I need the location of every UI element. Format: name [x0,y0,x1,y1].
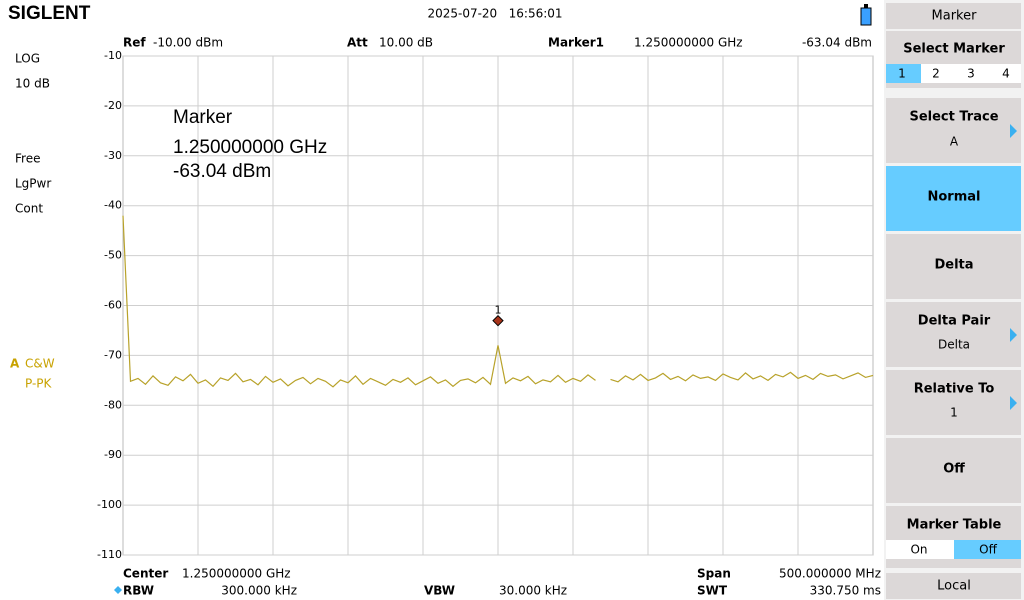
logo: SIGLENT [8,3,91,24]
marker-annotation: -63.04 dBm [173,161,271,182]
swt-value: 330.750 ms [810,584,881,598]
sweep-mode: Cont [15,202,43,216]
off-button[interactable] [886,438,1021,503]
submenu-arrow [1010,328,1017,342]
select-trace-button[interactable] [886,98,1021,163]
marker-annotation: Marker [173,107,233,128]
att-label: Att [347,36,368,50]
plot: -10 -20 -30 -40 -50 -60 -70 -80 -90 -100 -110 1 Mark… [97,49,874,561]
relative-to-button[interactable] [886,370,1021,435]
span-value: 500.000000 MHz [779,567,881,581]
center-label: Center [123,567,168,581]
y-tick-label: -80 [104,398,122,411]
select-trace-label: Select Trace [909,110,998,125]
vbw-value: 30.000 kHz [499,584,567,598]
rbw-value: 300.000 kHz [221,584,297,598]
swt-label: SWT [697,584,728,598]
rbw-indicator [114,586,122,594]
center-value: 1.250000000 GHz [182,567,291,581]
trigger: Free [15,152,40,166]
relative-to-label: Relative To [914,382,995,397]
local-button[interactable] [886,573,1021,599]
off-label: Off [943,462,965,477]
marker-option[interactable]: 2 [932,67,940,81]
vbw-label: VBW [424,584,455,598]
marker-diamond [492,314,504,327]
select-trace-value: A [950,135,959,149]
delta-pair-value: Delta [938,338,970,352]
marker-readout-level: -63.04 dBm [802,36,872,50]
marker-table-label: Marker Table [907,518,1002,533]
marker-label: 1 [495,304,502,317]
y-tick-label: -50 [104,249,122,262]
submenu-arrow [1010,396,1017,410]
scale-type: LOG [15,52,40,66]
battery-tip [864,4,868,8]
marker-table-off[interactable]: Off [979,543,997,557]
y-tick-label: -60 [104,299,122,312]
y-tick-label: -70 [104,348,122,361]
trace [122,215,874,388]
trace-name: A [10,357,20,371]
rbw-label: RBW [123,584,154,598]
scale-div: 10 dB [15,77,50,91]
y-tick-label: -20 [104,99,122,112]
marker-option[interactable]: 4 [1002,67,1010,81]
marker-readout-freq: 1.250000000 GHz [634,36,743,50]
selected-tab [954,540,1021,559]
normal-button[interactable] [886,166,1021,231]
marker-option[interactable]: 1 [898,67,906,81]
span-label: Span [697,567,731,581]
detector-mode: LgPwr [15,177,51,191]
menu-title: Marker [932,9,978,24]
y-tick-label: -90 [104,448,122,461]
ref-label: Ref [123,36,146,50]
marker-table-on[interactable]: On [910,543,927,557]
y-tick-label: -110 [97,548,122,561]
y-tick-label: -40 [104,199,122,212]
marker-annotation: 1.250000000 GHz [173,137,327,158]
marker-readout-label: Marker1 [548,36,604,50]
selected-tab [886,64,921,83]
trace-mode: C&W [25,357,55,371]
normal-label: Normal [928,190,981,205]
datetime: 2025-07-20 16:56:01 [427,7,562,21]
ref-value: -10.00 dBm [153,36,223,50]
trace-detector: P-PK [25,377,53,391]
menu-title-box [886,3,1021,29]
battery-icon [860,7,872,26]
delta-label: Delta [934,258,973,273]
att-value: 10.00 dB [379,36,433,50]
select-marker-label: Select Marker [903,42,1005,57]
marker-option[interactable]: 3 [967,67,975,81]
relative-to-value: 1 [950,406,958,420]
y-tick-label: -10 [104,49,122,62]
delta-pair-label: Delta Pair [918,314,991,329]
submenu-arrow [1010,124,1017,138]
delta-pair-button[interactable] [886,302,1021,367]
local-label: Local [937,579,971,594]
y-tick-label: -30 [104,149,122,162]
delta-button[interactable] [886,234,1021,299]
y-tick-label: -100 [97,498,122,511]
